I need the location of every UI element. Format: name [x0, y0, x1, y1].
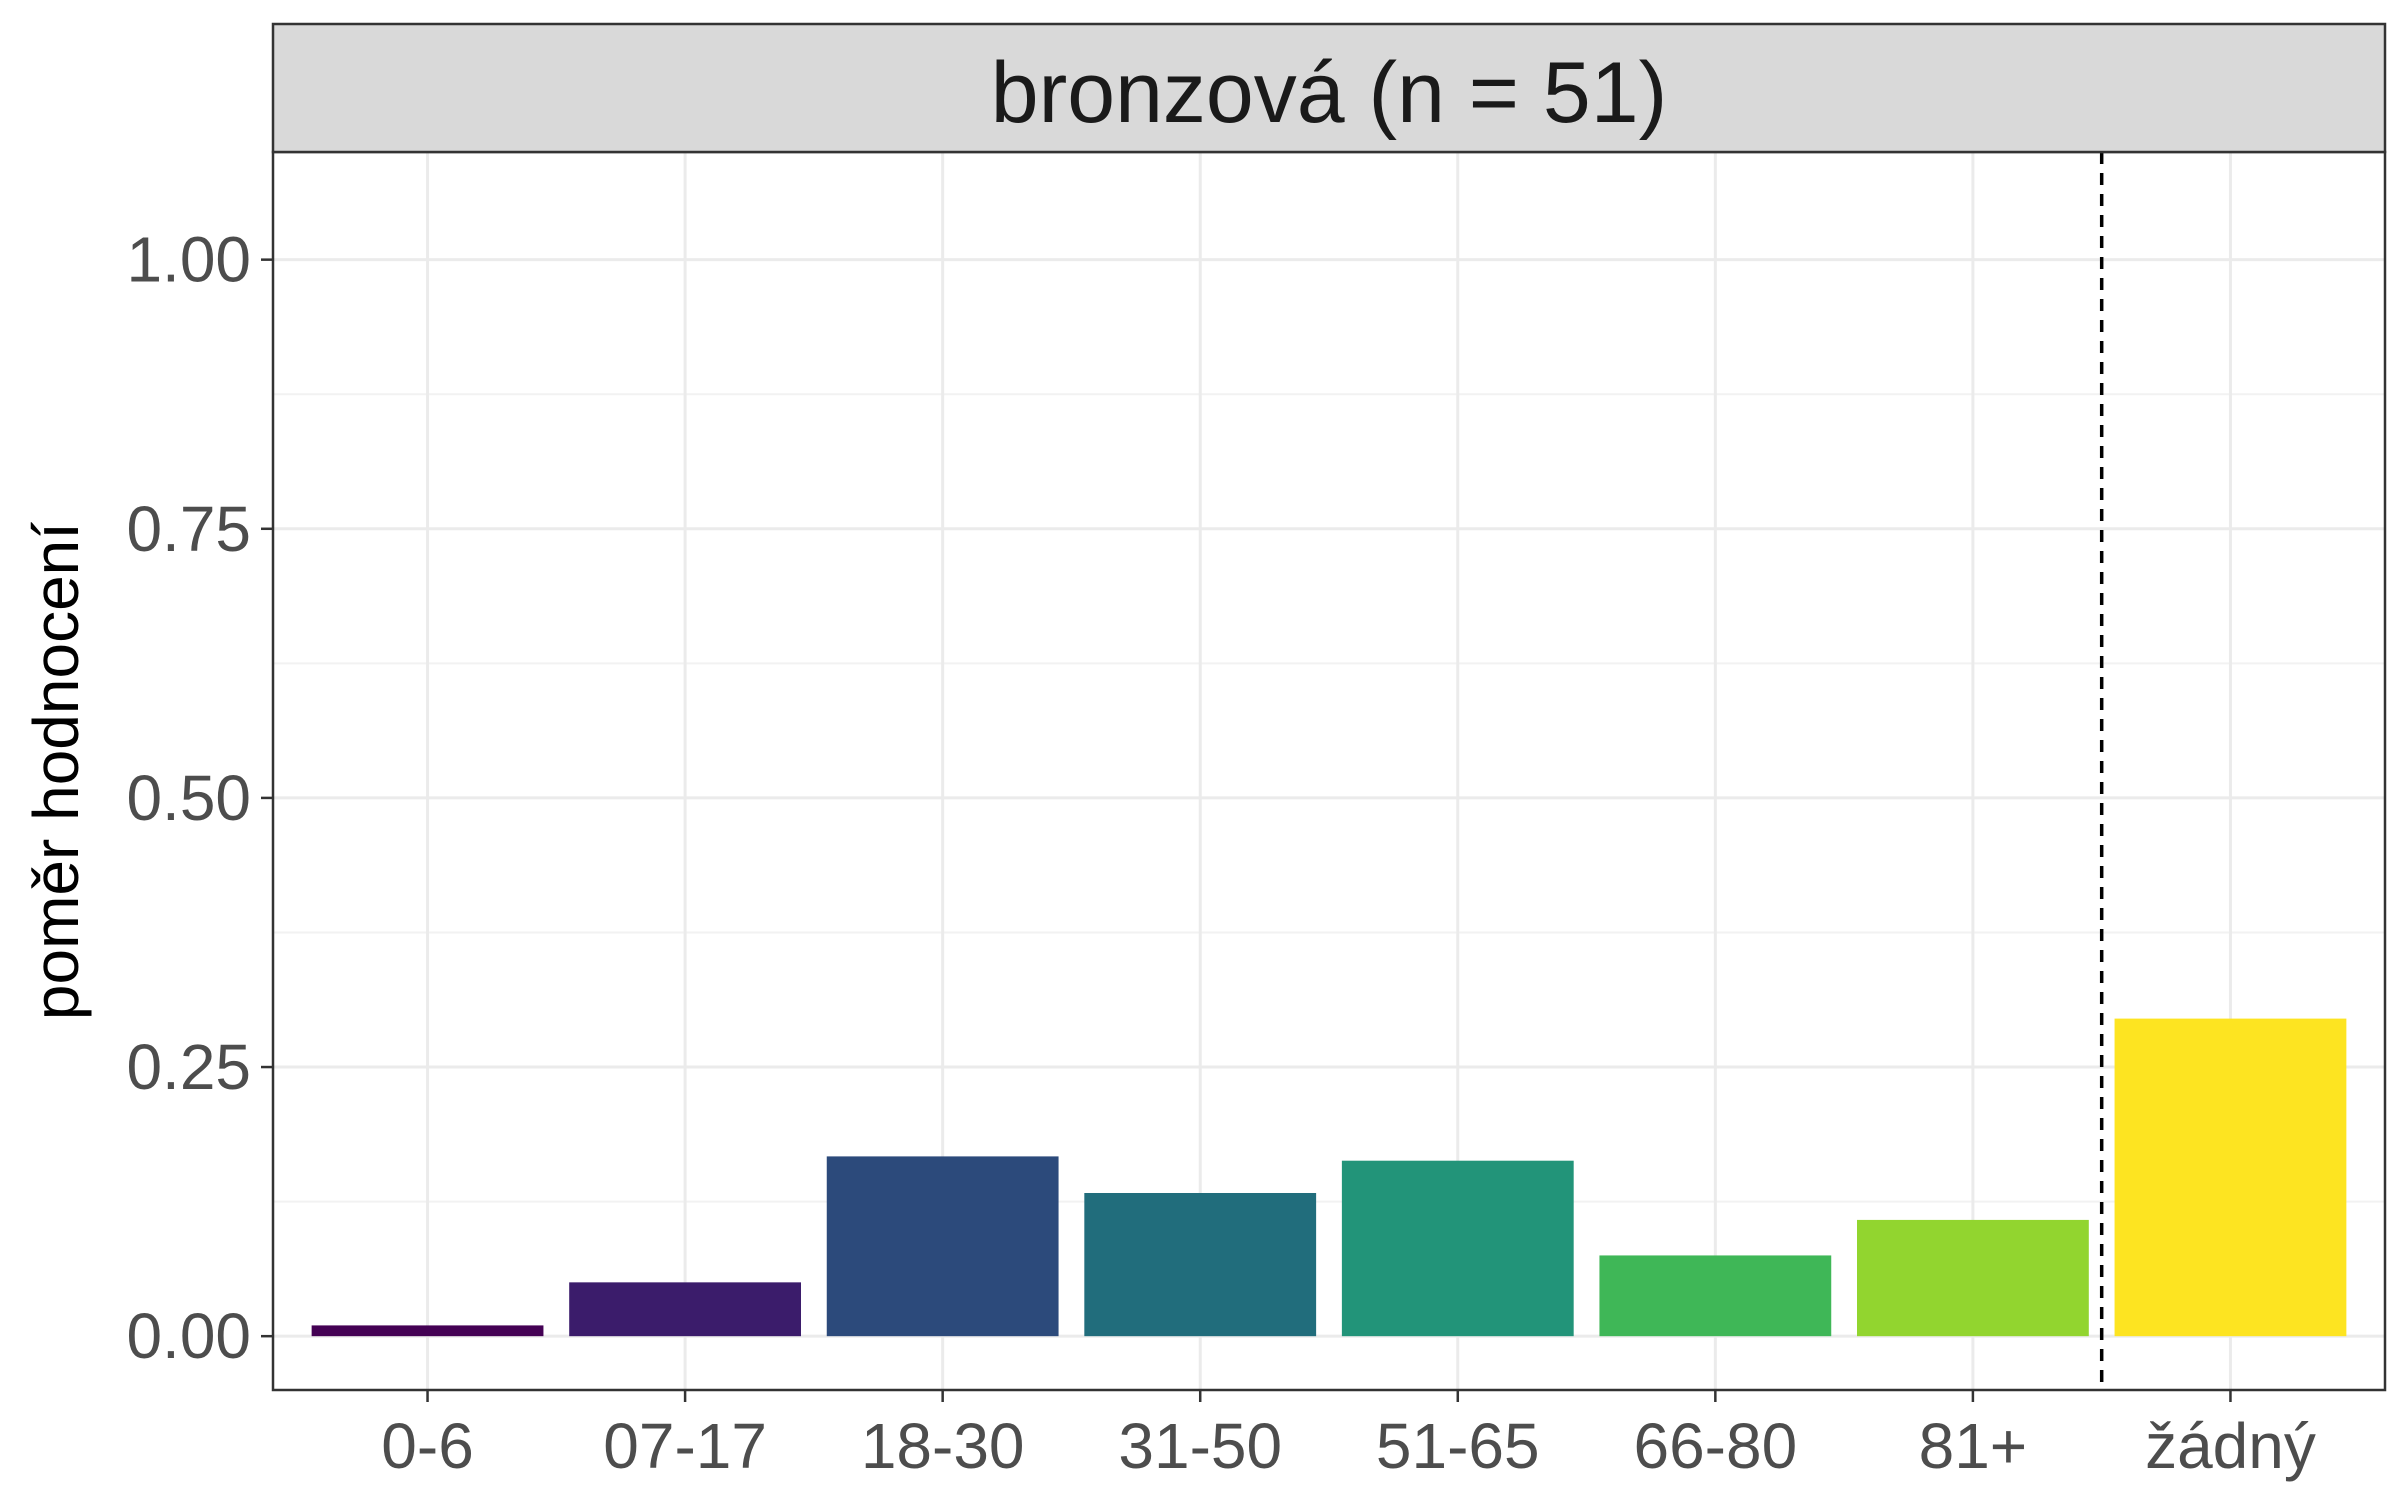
x-tick-label: 18-30 — [861, 1410, 1025, 1482]
axis-layer: 0.00 0.25 0.50 0.75 1.00 0-6 07-17 18-30 31-50 51… — [126, 224, 2315, 1482]
y-tick-label: 0.50 — [126, 762, 251, 834]
panel-border — [271, 150, 2387, 1392]
bar-18-30 — [826, 1156, 1059, 1337]
y-tick-label: 0.25 — [126, 1031, 251, 1103]
y-tick-label: 0.75 — [126, 493, 251, 565]
x-tick-label: 51-65 — [1376, 1410, 1540, 1482]
x-tick-label: 31-50 — [1118, 1410, 1282, 1482]
bar-81+ — [1857, 1219, 2089, 1337]
y-axis-title: poměr hodnocení — [20, 522, 92, 1020]
grid-layer — [273, 152, 2385, 1390]
bar-0-6 — [311, 1325, 544, 1337]
bar-žádný — [2114, 1018, 2347, 1337]
x-tick-label: 0-6 — [381, 1410, 474, 1482]
bar-66-80 — [1599, 1255, 1832, 1337]
x-tick-label: 81+ — [1919, 1410, 2028, 1482]
bar-31-50 — [1084, 1192, 1317, 1337]
x-tick-label: 07-17 — [603, 1410, 767, 1482]
y-tick-label: 1.00 — [126, 224, 251, 296]
x-tick-label: žádný — [2145, 1410, 2316, 1482]
facet-strip — [271, 22, 2387, 154]
x-tick-label: 66-80 — [1633, 1410, 1797, 1482]
bar-51-65 — [1341, 1160, 1574, 1337]
facet-title: bronzová (n = 51) — [991, 45, 1667, 141]
bar-07-17 — [569, 1282, 801, 1337]
y-tick-label: 0.00 — [126, 1300, 251, 1372]
bar-layer — [311, 1018, 2347, 1337]
